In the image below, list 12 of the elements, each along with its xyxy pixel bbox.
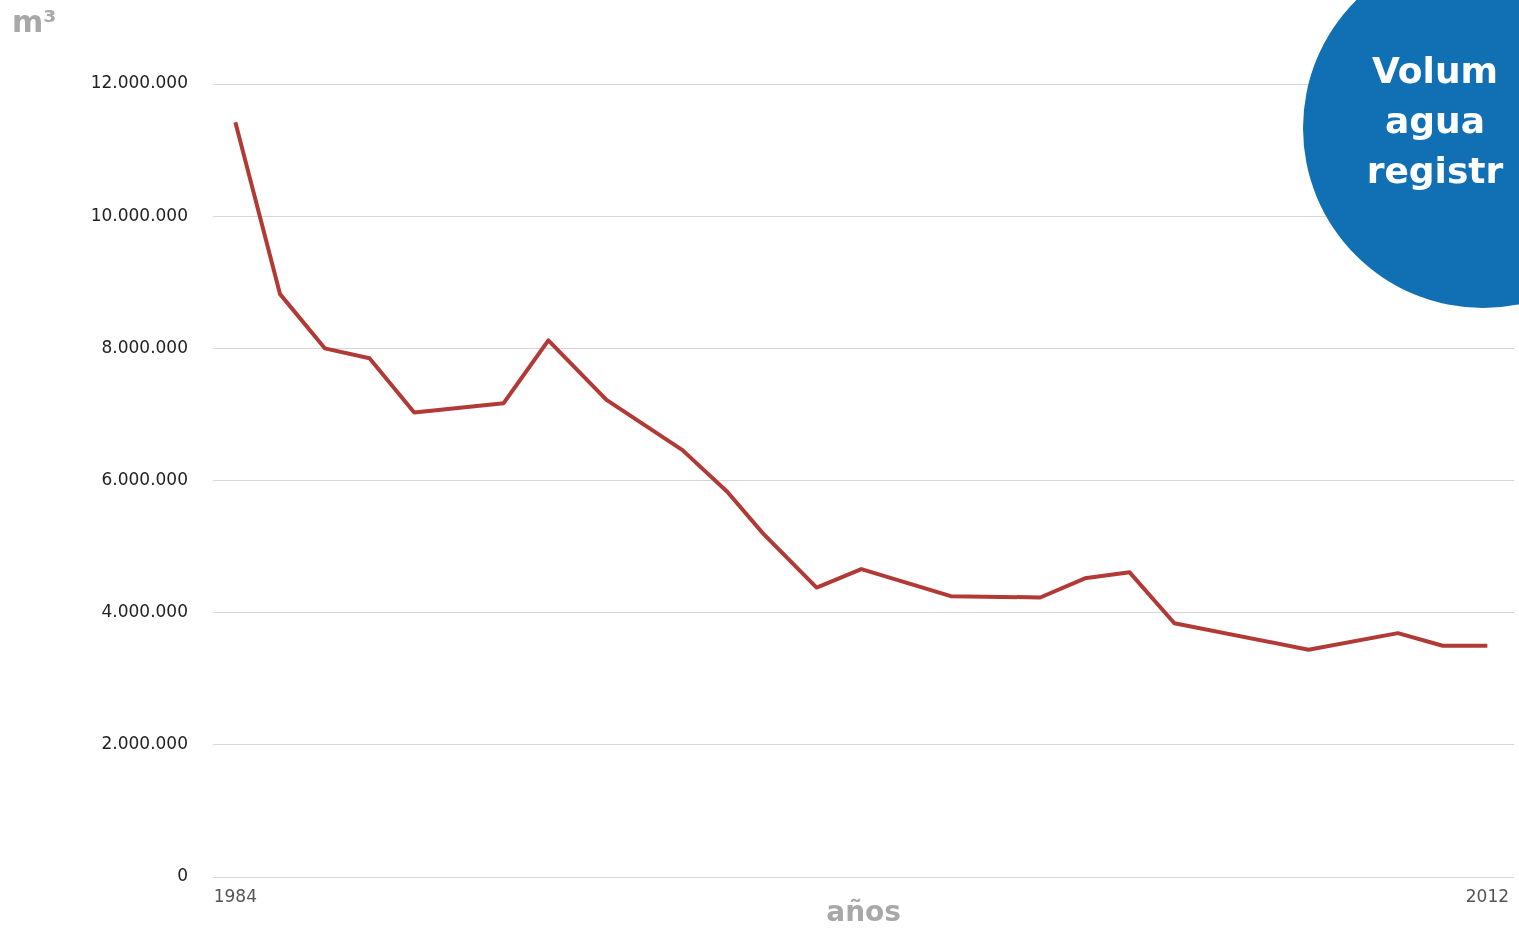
y-tick-label: 10.000.000 [90, 204, 188, 225]
y-tick-label: 0 [177, 865, 188, 886]
x-tick-label: 1984 [213, 885, 257, 906]
y-tick-label: 4.000.000 [101, 601, 188, 622]
y-axis-title: m³ [12, 4, 57, 39]
x-tick-label: 2012 [1465, 885, 1509, 906]
x-axis-title: años [826, 895, 901, 929]
y-tick-label: 12.000.000 [90, 72, 188, 93]
y-tick-label: 6.000.000 [101, 468, 188, 489]
y-tick-label: 8.000.000 [101, 336, 188, 357]
y-tick-label: 2.000.000 [101, 733, 188, 754]
annotation: Volum agua registr [1365, 49, 1505, 193]
